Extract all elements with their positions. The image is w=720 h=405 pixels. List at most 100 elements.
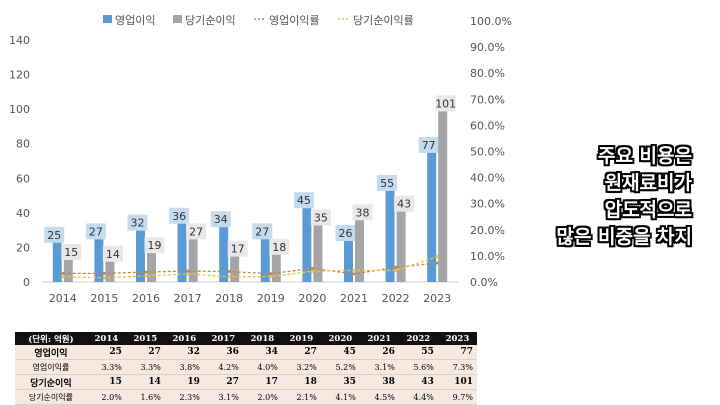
bar-operating-profit [427, 148, 437, 282]
table-cell: 2.1% [281, 389, 321, 405]
data-label: 77 [422, 139, 436, 152]
table-cell: 15 [86, 374, 126, 390]
profit-chart: 0 20 40 60 80 100 120 140 0.0% 10.0% 20.0% 30.0% 40.… [9, 14, 512, 305]
table-cell: 영업이익률 [15, 359, 87, 375]
y2-tick-label: 70.0% [470, 93, 505, 106]
legend-entry: 당기순이익률 [353, 14, 414, 27]
bar-net-profit [313, 221, 323, 282]
y-tick-label: 40 [16, 207, 30, 220]
data-label-box [394, 195, 415, 212]
data-label: 38 [356, 206, 370, 219]
table-cell: 19 [164, 374, 204, 390]
table-cell: 38 [359, 374, 399, 390]
table-cell: 9.7% [437, 389, 477, 405]
table-header-cell: (단위: 억원) [15, 332, 87, 345]
table-cell: 27 [125, 345, 165, 360]
table-cell: 3.8% [164, 359, 204, 375]
data-table: (단위: 억원) 2014 2015 2016 2017 2018 2019 2020 2021… [15, 332, 477, 405]
table-cell: 4.1% [320, 389, 360, 405]
data-label-box [85, 223, 106, 240]
table-header-cell: 2022 [398, 332, 438, 345]
table-cell: 36 [203, 345, 243, 360]
line-point [269, 272, 273, 276]
bar-net-profit [63, 256, 73, 282]
y2-tick-label: 80.0% [470, 67, 505, 80]
data-label-box [61, 244, 82, 261]
table-cell: 27 [281, 345, 321, 360]
bar-operating-profit [385, 186, 395, 282]
data-label: 32 [131, 217, 145, 230]
table-cell: 1.6% [125, 389, 165, 405]
data-label-box [252, 223, 273, 240]
line-point [435, 255, 439, 259]
data-label: 35 [314, 212, 328, 225]
line-operating-margin [62, 262, 438, 275]
table-cell: 34 [242, 345, 282, 360]
bar-operating-profit [136, 226, 145, 282]
y2-tick-label: 90.0% [470, 41, 505, 54]
legend-entry: 당기순이익 [185, 14, 236, 27]
table-cell: 당기순이익률 [15, 389, 87, 405]
table-header-cell: 2020 [320, 332, 360, 345]
table-header-cell: 2017 [203, 332, 243, 345]
table-row: 영업이익률 3.3% 3.3% 3.8% 4.2% 4.0% 3.2% 5.2% 3.1% 5.6… [15, 359, 477, 375]
y-tick-label: 20 [16, 241, 30, 254]
bar-net-profit [438, 107, 448, 283]
line-point [102, 271, 106, 275]
x-tick-label: 2016 [132, 292, 160, 305]
data-label-box [435, 95, 456, 112]
line-point [310, 266, 314, 270]
table-cell: 당기순이익 [15, 374, 87, 390]
line-point [269, 275, 273, 279]
data-label-box [210, 211, 231, 228]
table-cell: 4.0% [242, 359, 282, 375]
bar-operating-profit [302, 204, 312, 282]
y-tick-label: 140 [9, 34, 30, 47]
table-header-cell: 2018 [242, 332, 282, 345]
y2-tick-label: 30.0% [470, 198, 505, 211]
caption-line: 많은 비중을 차지 [556, 226, 692, 248]
legend-swatch [103, 15, 112, 23]
table-cell: 17 [242, 374, 282, 390]
x-tick-label: 2020 [298, 292, 326, 305]
data-label: 26 [339, 227, 353, 240]
line-point [144, 274, 148, 278]
bar-net-profit [230, 252, 240, 282]
table-cell: 3.1% [359, 359, 399, 375]
data-label-box [269, 238, 290, 255]
line-point [61, 271, 65, 275]
data-label-box [102, 245, 123, 262]
line-point [435, 261, 439, 265]
y2-tick-label: 60.0% [470, 119, 505, 132]
legend-entry: 영업이익률 [269, 14, 320, 27]
table-cell: 4.5% [359, 389, 399, 405]
caption-line: 주요 비용은 [597, 145, 692, 167]
data-label: 17 [231, 243, 245, 256]
data-label: 25 [47, 229, 61, 242]
table-cell: 55 [398, 345, 438, 360]
table-cell: 101 [437, 374, 477, 390]
x-tick-label: 2023 [423, 292, 451, 305]
data-label: 27 [89, 225, 103, 238]
line-point [394, 265, 398, 269]
y2-tick-label: 100.0% [470, 15, 512, 28]
line-point [144, 270, 148, 274]
bar-net-profit [105, 257, 115, 282]
table-cell: 3.2% [281, 359, 321, 375]
line-net-margin [62, 256, 438, 279]
data-label-box [335, 225, 356, 242]
table-cell: 27 [203, 374, 243, 390]
table-cell: 7.3% [437, 359, 477, 375]
table-cell: 45 [320, 345, 360, 360]
data-label-box [144, 237, 165, 254]
table-cell: 18 [281, 374, 321, 390]
legend-swatch [173, 15, 182, 23]
caption-text: 주요 비용은 원재료비가 압도적으로 많은 비중을 차지 [556, 143, 692, 251]
bar-operating-profit [52, 238, 62, 282]
bar-operating-profit [344, 237, 353, 282]
data-label: 27 [189, 225, 203, 238]
table-cell: 35 [320, 374, 360, 390]
y2-tick-label: 50.0% [470, 146, 505, 159]
table-header-cell: 2015 [125, 332, 165, 345]
table-cell: 2.0% [242, 389, 282, 405]
